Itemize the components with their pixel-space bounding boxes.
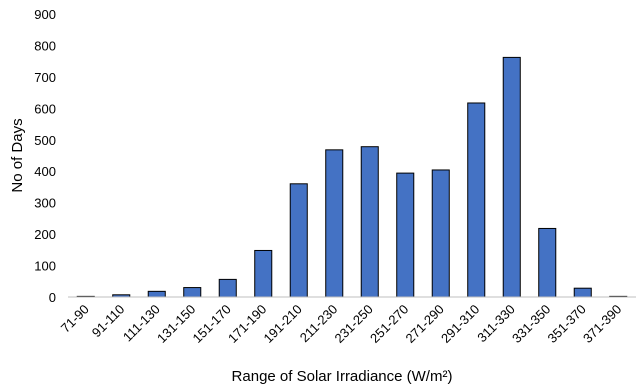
bar (467, 102, 486, 298)
bar (254, 249, 273, 298)
y-tick-label: 600 (34, 101, 56, 116)
x-tick-label: 171-190 (225, 302, 269, 346)
x-tick-label: 131-150 (154, 302, 198, 346)
y-tick-label: 200 (34, 227, 56, 242)
y-tick-label: 500 (34, 133, 56, 148)
x-tick-label: 231-250 (332, 302, 376, 346)
y-tick-label: 300 (34, 196, 56, 211)
bar (502, 56, 521, 298)
bar (325, 149, 344, 298)
bar (360, 146, 379, 298)
x-tick-label: 291-310 (438, 302, 482, 346)
y-tick-label: 0 (49, 290, 56, 305)
x-tick-label: 151-170 (190, 302, 234, 346)
bar (431, 169, 450, 298)
x-tick-label: 71-90 (58, 302, 92, 336)
y-tick-label: 100 (34, 259, 56, 274)
bar (147, 290, 166, 298)
x-axis-title: Range of Solar Irradiance (W/m²) (232, 368, 453, 385)
x-tick-label: 251-270 (367, 302, 411, 346)
y-tick-label: 800 (34, 38, 56, 53)
y-tick-label: 900 (34, 7, 56, 22)
x-tick-label: 371-390 (580, 302, 624, 346)
bar (218, 278, 237, 298)
y-tick-label: 400 (34, 164, 56, 179)
bars (76, 56, 628, 298)
bar (396, 172, 415, 298)
x-tick-label: 191-210 (261, 302, 305, 346)
x-tick-label: 351-370 (545, 302, 589, 346)
x-tick-label: 331-350 (509, 302, 553, 346)
bar (183, 287, 202, 298)
y-axis-ticks: 0 100 200 300 400 500 600 700 800 900 (34, 7, 56, 305)
bar (538, 227, 557, 298)
y-axis-title: No of Days (9, 118, 26, 192)
bar (573, 287, 592, 298)
x-tick-label: 271-290 (403, 302, 447, 346)
y-tick-label: 700 (34, 70, 56, 85)
bar (289, 183, 308, 298)
x-axis-ticks: 71-9091-110111-130131-150151-170171-1901… (58, 302, 625, 346)
